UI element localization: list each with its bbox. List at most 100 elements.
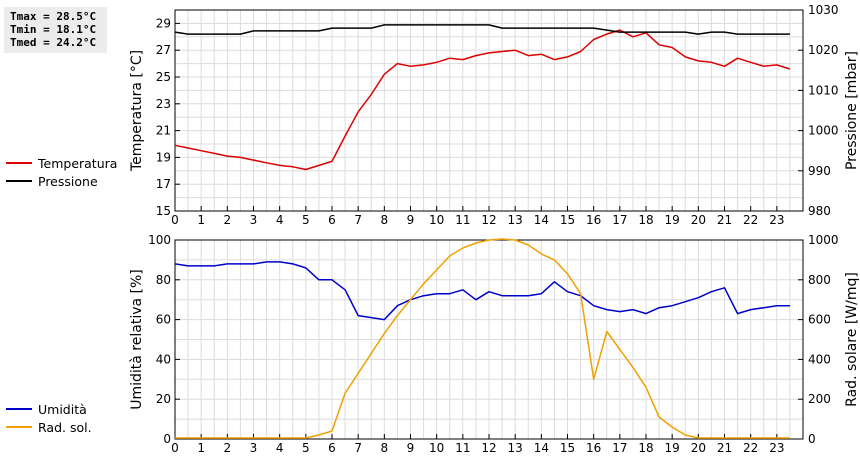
x-tick-label: 20 [691,441,706,455]
y-right-tick-label: 400 [808,352,831,366]
x-tick-label: 15 [560,441,575,455]
x-tick-label: 17 [612,213,627,227]
legend-item-temperatura: Temperatura [6,154,117,172]
y-right-tick-label: 1010 [808,83,839,97]
x-tick-label: 9 [407,213,415,227]
y-left-tick-label: 100 [148,233,171,247]
legend-item-pressione: Pressione [6,172,117,190]
legend-item-umidita: Umidità [6,400,92,418]
y-left-axis-title: Temperatura [°C] [129,50,145,172]
x-tick-label: 22 [743,213,758,227]
pressione-swatch [6,180,32,182]
x-tick-label: 1 [197,213,205,227]
y-left-axis-title: Umidità relativa [%] [129,269,145,410]
y-right-axis-title: Rad. solare [W/mq] [844,272,860,407]
x-tick-label: 12 [481,213,496,227]
y-right-tick-label: 200 [808,392,831,406]
y-right-tick-label: 1000 [808,233,839,247]
series-line-umidit [174,261,790,321]
x-tick-label: 5 [302,441,310,455]
y-right-tick-label: 1000 [808,124,839,138]
x-tick-label: 21 [717,213,732,227]
legend-label-radsol: Rad. sol. [38,419,92,435]
y-left-tick-label: 27 [156,43,171,57]
y-left-tick-label: 29 [156,16,171,30]
radsol-swatch [6,426,32,428]
series-line-pressione [174,24,790,35]
x-tick-label: 10 [429,441,444,455]
x-tick-label: 13 [508,441,523,455]
tmed-value: Tmed = 24.2°C [10,36,97,49]
x-tick-label: 8 [381,441,389,455]
y-left-tick-label: 40 [156,352,171,366]
x-tick-label: 6 [328,441,336,455]
legend-label-pressione: Pressione [38,173,98,189]
chart-panel-1: 0 1 2 3 4 5 6 7 8 9 10 11 12 13 14 15 16 17 18 19 20 21 22 2315… [129,3,860,227]
y-left-tick-label: 23 [156,97,171,111]
y-right-tick-label: 1030 [808,3,839,17]
y-left-tick-label: 0 [163,432,171,446]
y-right-tick-label: 600 [808,313,831,327]
x-tick-label: 1 [197,441,205,455]
x-tick-label: 0 [171,213,179,227]
x-tick-label: 18 [638,441,653,455]
y-left-tick-label: 60 [156,313,171,327]
series-line-temperatura [174,29,791,171]
x-tick-label: 20 [691,213,706,227]
x-tick-label: 3 [250,441,258,455]
x-tick-label: 11 [455,213,470,227]
x-tick-label: 6 [328,213,336,227]
x-tick-label: 0 [171,441,179,455]
x-tick-label: 16 [586,213,601,227]
y-left-tick-label: 15 [156,204,171,218]
x-tick-label: 7 [354,441,362,455]
x-tick-label: 22 [743,441,758,455]
stats-box: Tmax = 28.5°C Tmin = 18.1°C Tmed = 24.2°… [4,7,107,53]
legend-label-umidita: Umidità [38,401,87,417]
legend-label-temperatura: Temperatura [38,155,118,171]
x-tick-label: 7 [354,213,362,227]
x-tick-label: 2 [224,441,232,455]
x-tick-label: 5 [302,213,310,227]
y-left-tick-label: 25 [156,70,171,84]
temperatura-swatch [6,162,32,164]
x-tick-label: 21 [717,441,732,455]
y-right-tick-label: 0 [808,432,816,446]
x-tick-label: 12 [481,441,496,455]
chart-panel-2: 0 1 2 3 4 5 6 7 8 9 10 11 12 13 14 15 16 17 18 19 20 21 22 2302… [129,233,860,455]
tmin-value: Tmin = 18.1°C [10,23,97,36]
legend-bottom: Umidità Rad. sol. [6,400,92,436]
y-left-tick-label: 21 [156,124,171,138]
y-right-axis-title: Pressione [mbar] [844,51,860,170]
legend-item-radsol: Rad. sol. [6,418,92,436]
tmax-value: Tmax = 28.5°C [10,10,97,23]
x-tick-label: 17 [612,441,627,455]
y-left-tick-label: 17 [156,177,171,191]
y-right-tick-label: 980 [808,204,831,218]
x-tick-label: 15 [560,213,575,227]
y-left-tick-label: 20 [156,392,171,406]
x-tick-label: 14 [534,441,549,455]
x-tick-label: 13 [508,213,523,227]
y-left-tick-label: 19 [156,150,171,164]
x-tick-label: 19 [665,441,680,455]
x-tick-label: 2 [224,213,232,227]
series-line-rad-sol [175,238,790,439]
x-tick-label: 9 [407,441,415,455]
x-tick-label: 23 [769,441,784,455]
x-tick-label: 16 [586,441,601,455]
x-tick-label: 14 [534,213,549,227]
x-tick-label: 10 [429,213,444,227]
y-right-tick-label: 1020 [808,43,839,57]
x-tick-label: 19 [665,213,680,227]
y-left-tick-label: 80 [156,273,171,287]
legend-top: Temperatura Pressione [6,154,117,190]
x-tick-label: 4 [276,441,284,455]
x-tick-label: 11 [455,441,470,455]
x-tick-label: 18 [638,213,653,227]
y-right-tick-label: 990 [808,164,831,178]
x-tick-label: 8 [381,213,389,227]
x-tick-label: 23 [769,213,784,227]
y-right-tick-label: 800 [808,273,831,287]
umidita-swatch [6,408,32,410]
